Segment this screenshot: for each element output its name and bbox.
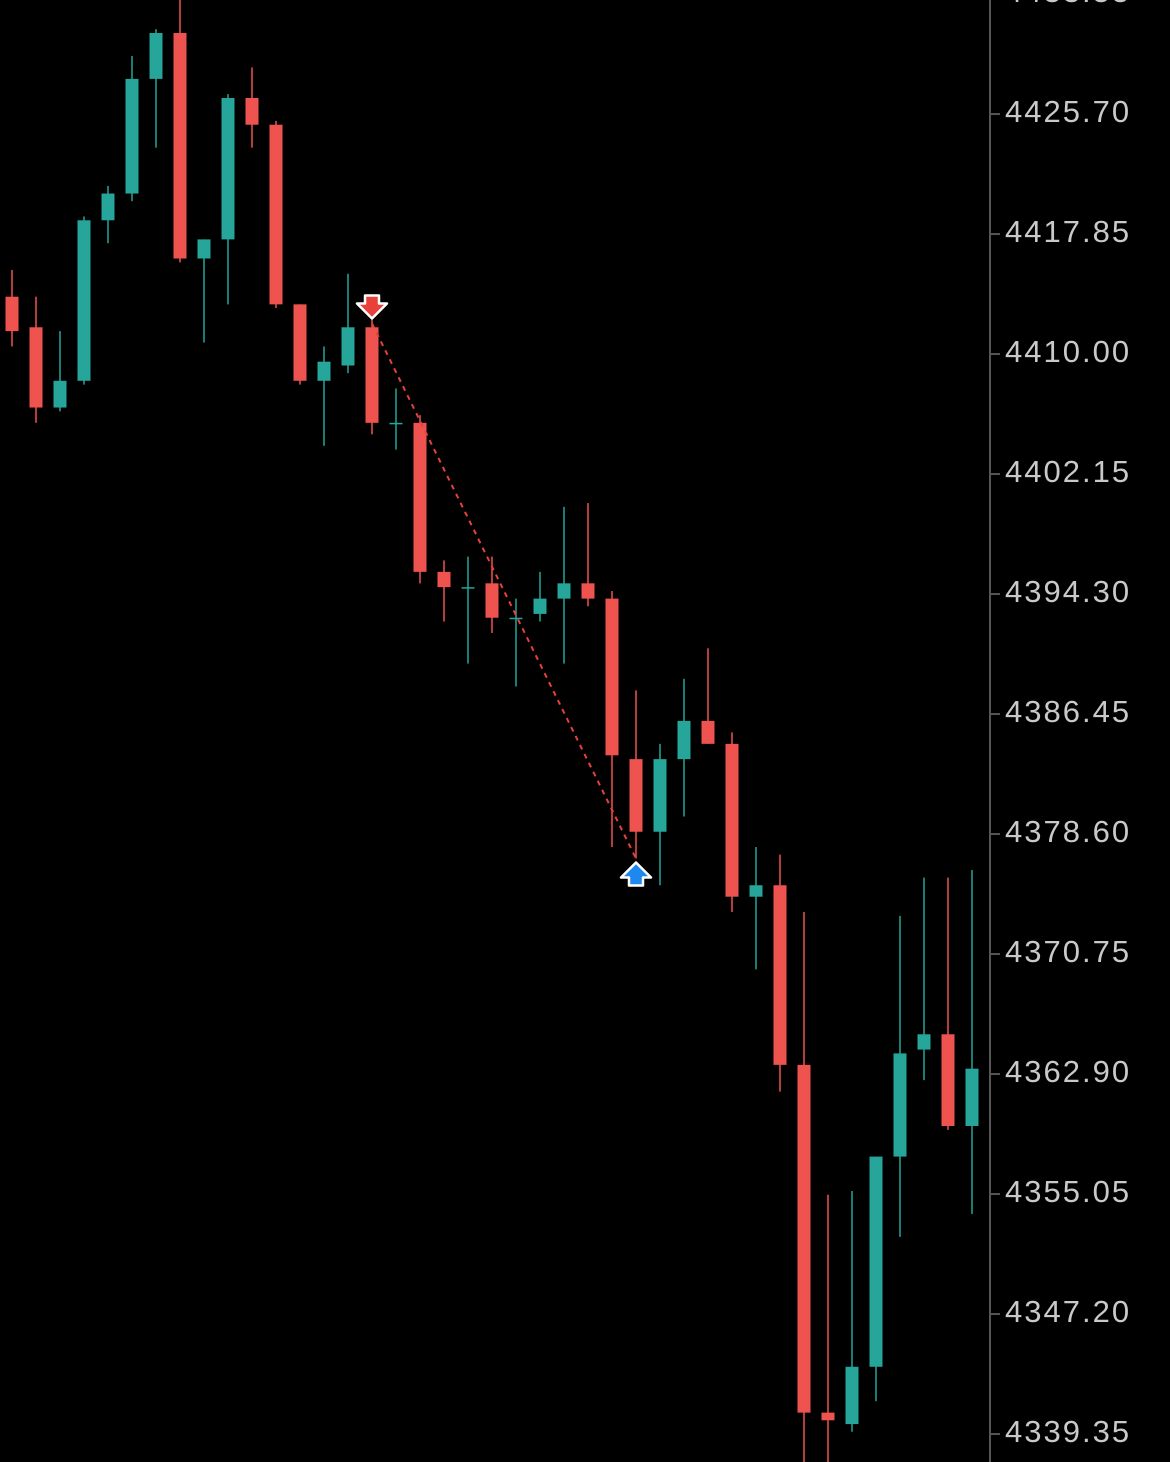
candle-body <box>389 422 403 425</box>
candle-body <box>437 571 451 588</box>
y-tick-label: 4378.60 <box>1005 814 1131 849</box>
y-tick-label: 4402.15 <box>1005 454 1131 489</box>
candle-body <box>749 885 763 897</box>
y-tick-label: 4347.20 <box>1005 1294 1131 1329</box>
candle-body <box>149 33 163 79</box>
candle-body <box>773 885 787 1065</box>
candle-body <box>413 422 427 572</box>
candle-body <box>341 327 355 366</box>
buy-arrow <box>619 861 653 887</box>
y-tick-label: 4386.45 <box>1005 694 1131 729</box>
y-tick-label: 4362.90 <box>1005 1054 1131 1089</box>
candle-body <box>917 1034 931 1050</box>
candle-body <box>965 1068 979 1127</box>
candle-body <box>293 304 307 381</box>
candle-body <box>797 1064 811 1413</box>
candle-body <box>557 583 571 599</box>
y-tick-label: 4370.75 <box>1005 934 1131 969</box>
y-tick-label: 4355.05 <box>1005 1174 1131 1209</box>
candle-body <box>173 33 187 259</box>
candle-body <box>653 759 667 832</box>
candle-body <box>725 743 739 897</box>
candle-body <box>533 598 547 614</box>
candle-body <box>29 327 43 408</box>
y-tick-label: 4410.00 <box>1005 334 1131 369</box>
y-tick-label: 4394.30 <box>1005 574 1131 609</box>
candle-body <box>581 583 595 599</box>
candle-body <box>941 1034 955 1127</box>
candle-body <box>77 220 91 381</box>
candle-body <box>461 587 475 589</box>
candle-body <box>845 1366 859 1425</box>
candle-body <box>605 598 619 756</box>
candle-body <box>221 97 235 240</box>
candle-body <box>53 380 67 408</box>
candle-body <box>869 1156 883 1367</box>
candle-body <box>893 1053 907 1157</box>
candle-body <box>125 78 139 194</box>
candle-body <box>509 617 523 620</box>
candle-body <box>5 296 19 332</box>
candle-body <box>245 97 259 125</box>
candle-body <box>677 720 691 760</box>
trade-line <box>371 323 637 859</box>
candle-body <box>365 327 379 423</box>
candle-body <box>821 1412 835 1421</box>
candle-body <box>317 361 331 381</box>
candle-body <box>101 193 115 221</box>
candle-body <box>701 720 715 744</box>
candle-body <box>629 759 643 832</box>
sell-arrow <box>355 294 389 320</box>
y-tick-label: 4425.70 <box>1005 94 1131 129</box>
y-tick-label: 4417.85 <box>1005 214 1131 249</box>
candle-body <box>485 583 499 618</box>
y-tick-label: 4433.55 <box>1005 0 1131 9</box>
y-tick-label: 4339.35 <box>1005 1414 1131 1449</box>
candle-body <box>197 239 211 259</box>
candle-body <box>269 124 283 305</box>
